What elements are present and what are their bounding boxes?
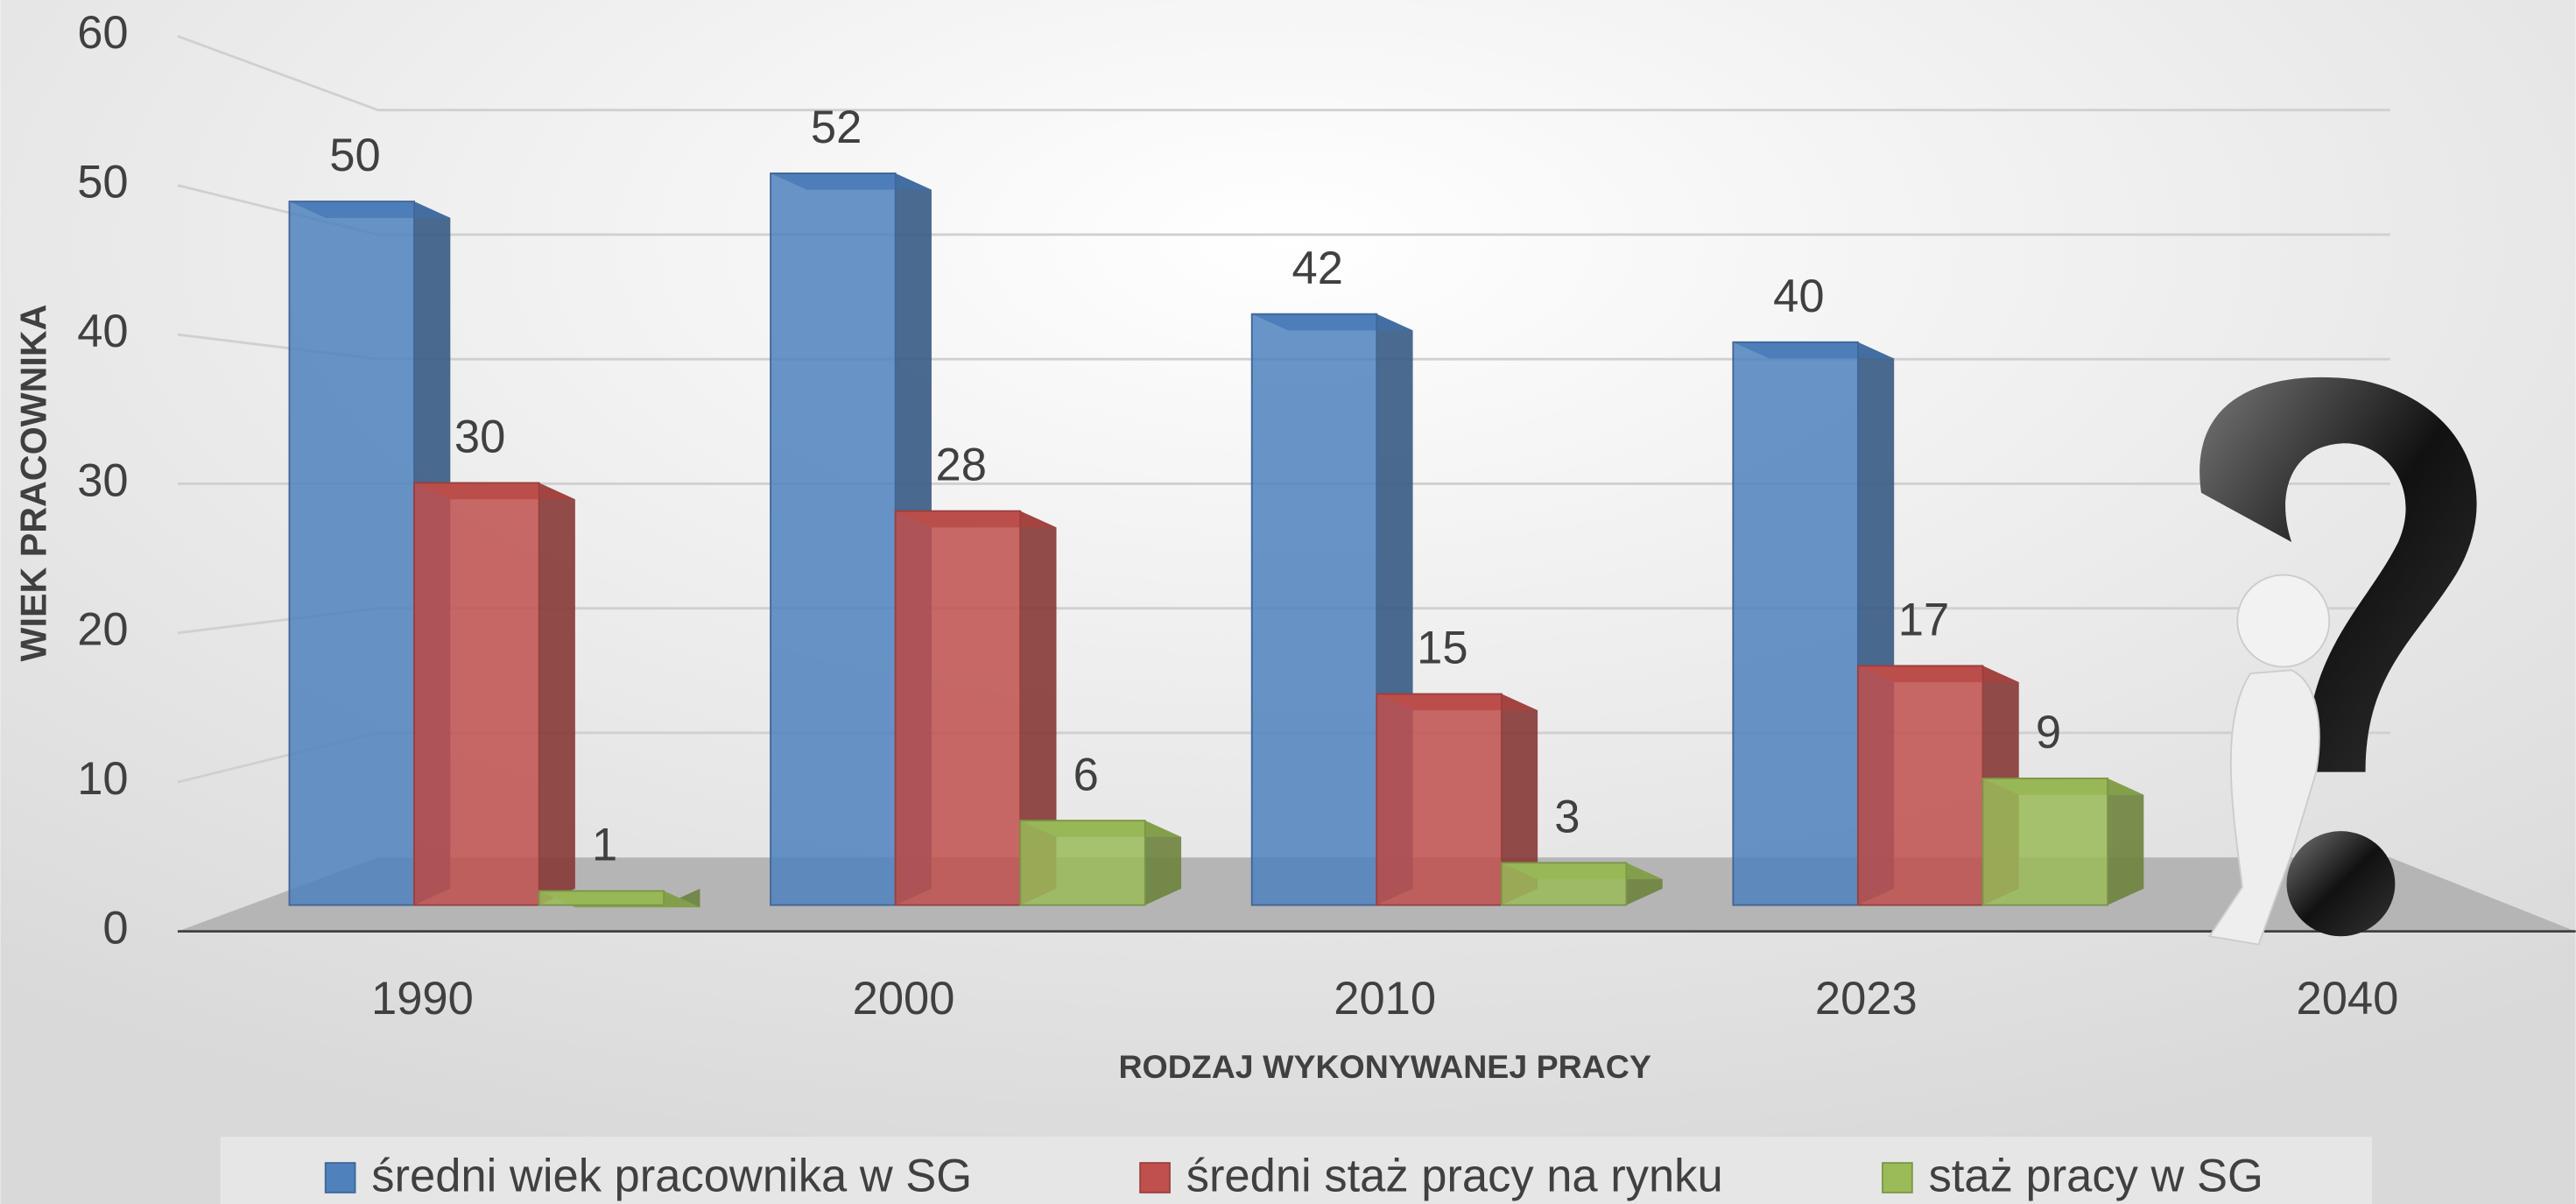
question-dot [2287, 831, 2396, 936]
data-label: 42 [1292, 243, 1343, 294]
bar [1376, 694, 1502, 905]
data-label: 52 [811, 102, 862, 153]
y-axis-title: WIEK PRACOWNIKA [14, 305, 54, 662]
y-tick-label: 50 [77, 157, 128, 208]
bar-side [2108, 778, 2143, 905]
x-tick-label: 2000 [853, 973, 955, 1024]
bar [539, 891, 665, 905]
data-label: 50 [329, 130, 380, 181]
y-tick-label: 20 [77, 604, 128, 656]
y-tick-label: 30 [77, 454, 128, 506]
bar-side [539, 483, 575, 905]
y-tick-label: 60 [77, 7, 128, 59]
data-label: 3 [1554, 791, 1580, 842]
bar [1252, 314, 1377, 905]
data-label: 28 [935, 440, 986, 491]
data-label: 15 [1417, 623, 1467, 674]
legend-label: staż pracy w SG [1929, 1151, 2263, 1202]
x-tick-label: 2040 [2297, 973, 2399, 1024]
y-tick-label: 0 [102, 902, 128, 954]
bar [896, 511, 1021, 905]
data-label: 17 [1898, 595, 1949, 646]
x-tick-label: 2023 [1815, 973, 1918, 1024]
chart: 50 30 1 52 28 6 42 15 3 40 17 9 WIEK PRACOWNIKA ROD… [0, 0, 2576, 1204]
data-label: 40 [1773, 271, 1824, 322]
data-label: 1 [592, 820, 617, 871]
x-tick-label: 1990 [371, 973, 474, 1024]
bar [1982, 778, 2108, 905]
y-tick-label: 10 [77, 753, 128, 805]
bar [1733, 342, 1858, 905]
bar [414, 483, 539, 905]
legend-swatch [1140, 1163, 1170, 1193]
bar [289, 201, 414, 905]
y-tick-label: 40 [77, 306, 128, 357]
data-label: 6 [1073, 749, 1099, 800]
legend-swatch [1883, 1163, 1912, 1193]
legend: średni wiek pracownika w SG średni staż p… [326, 1151, 2263, 1202]
bar [771, 173, 896, 905]
bar [1020, 820, 1145, 905]
bar [1502, 863, 1627, 905]
x-tick-label: 2010 [1334, 973, 1436, 1024]
legend-label: średni staż pracy na rynku [1186, 1151, 1723, 1202]
bar [1858, 665, 1983, 905]
data-label: 9 [2036, 707, 2061, 758]
figure-head [2237, 575, 2329, 667]
legend-swatch [326, 1163, 355, 1193]
x-axis-title: RODZAJ WYKONYWANEJ PRACY [1118, 1048, 1650, 1085]
legend-label: średni wiek pracownika w SG [371, 1151, 972, 1202]
data-label: 30 [454, 412, 505, 463]
